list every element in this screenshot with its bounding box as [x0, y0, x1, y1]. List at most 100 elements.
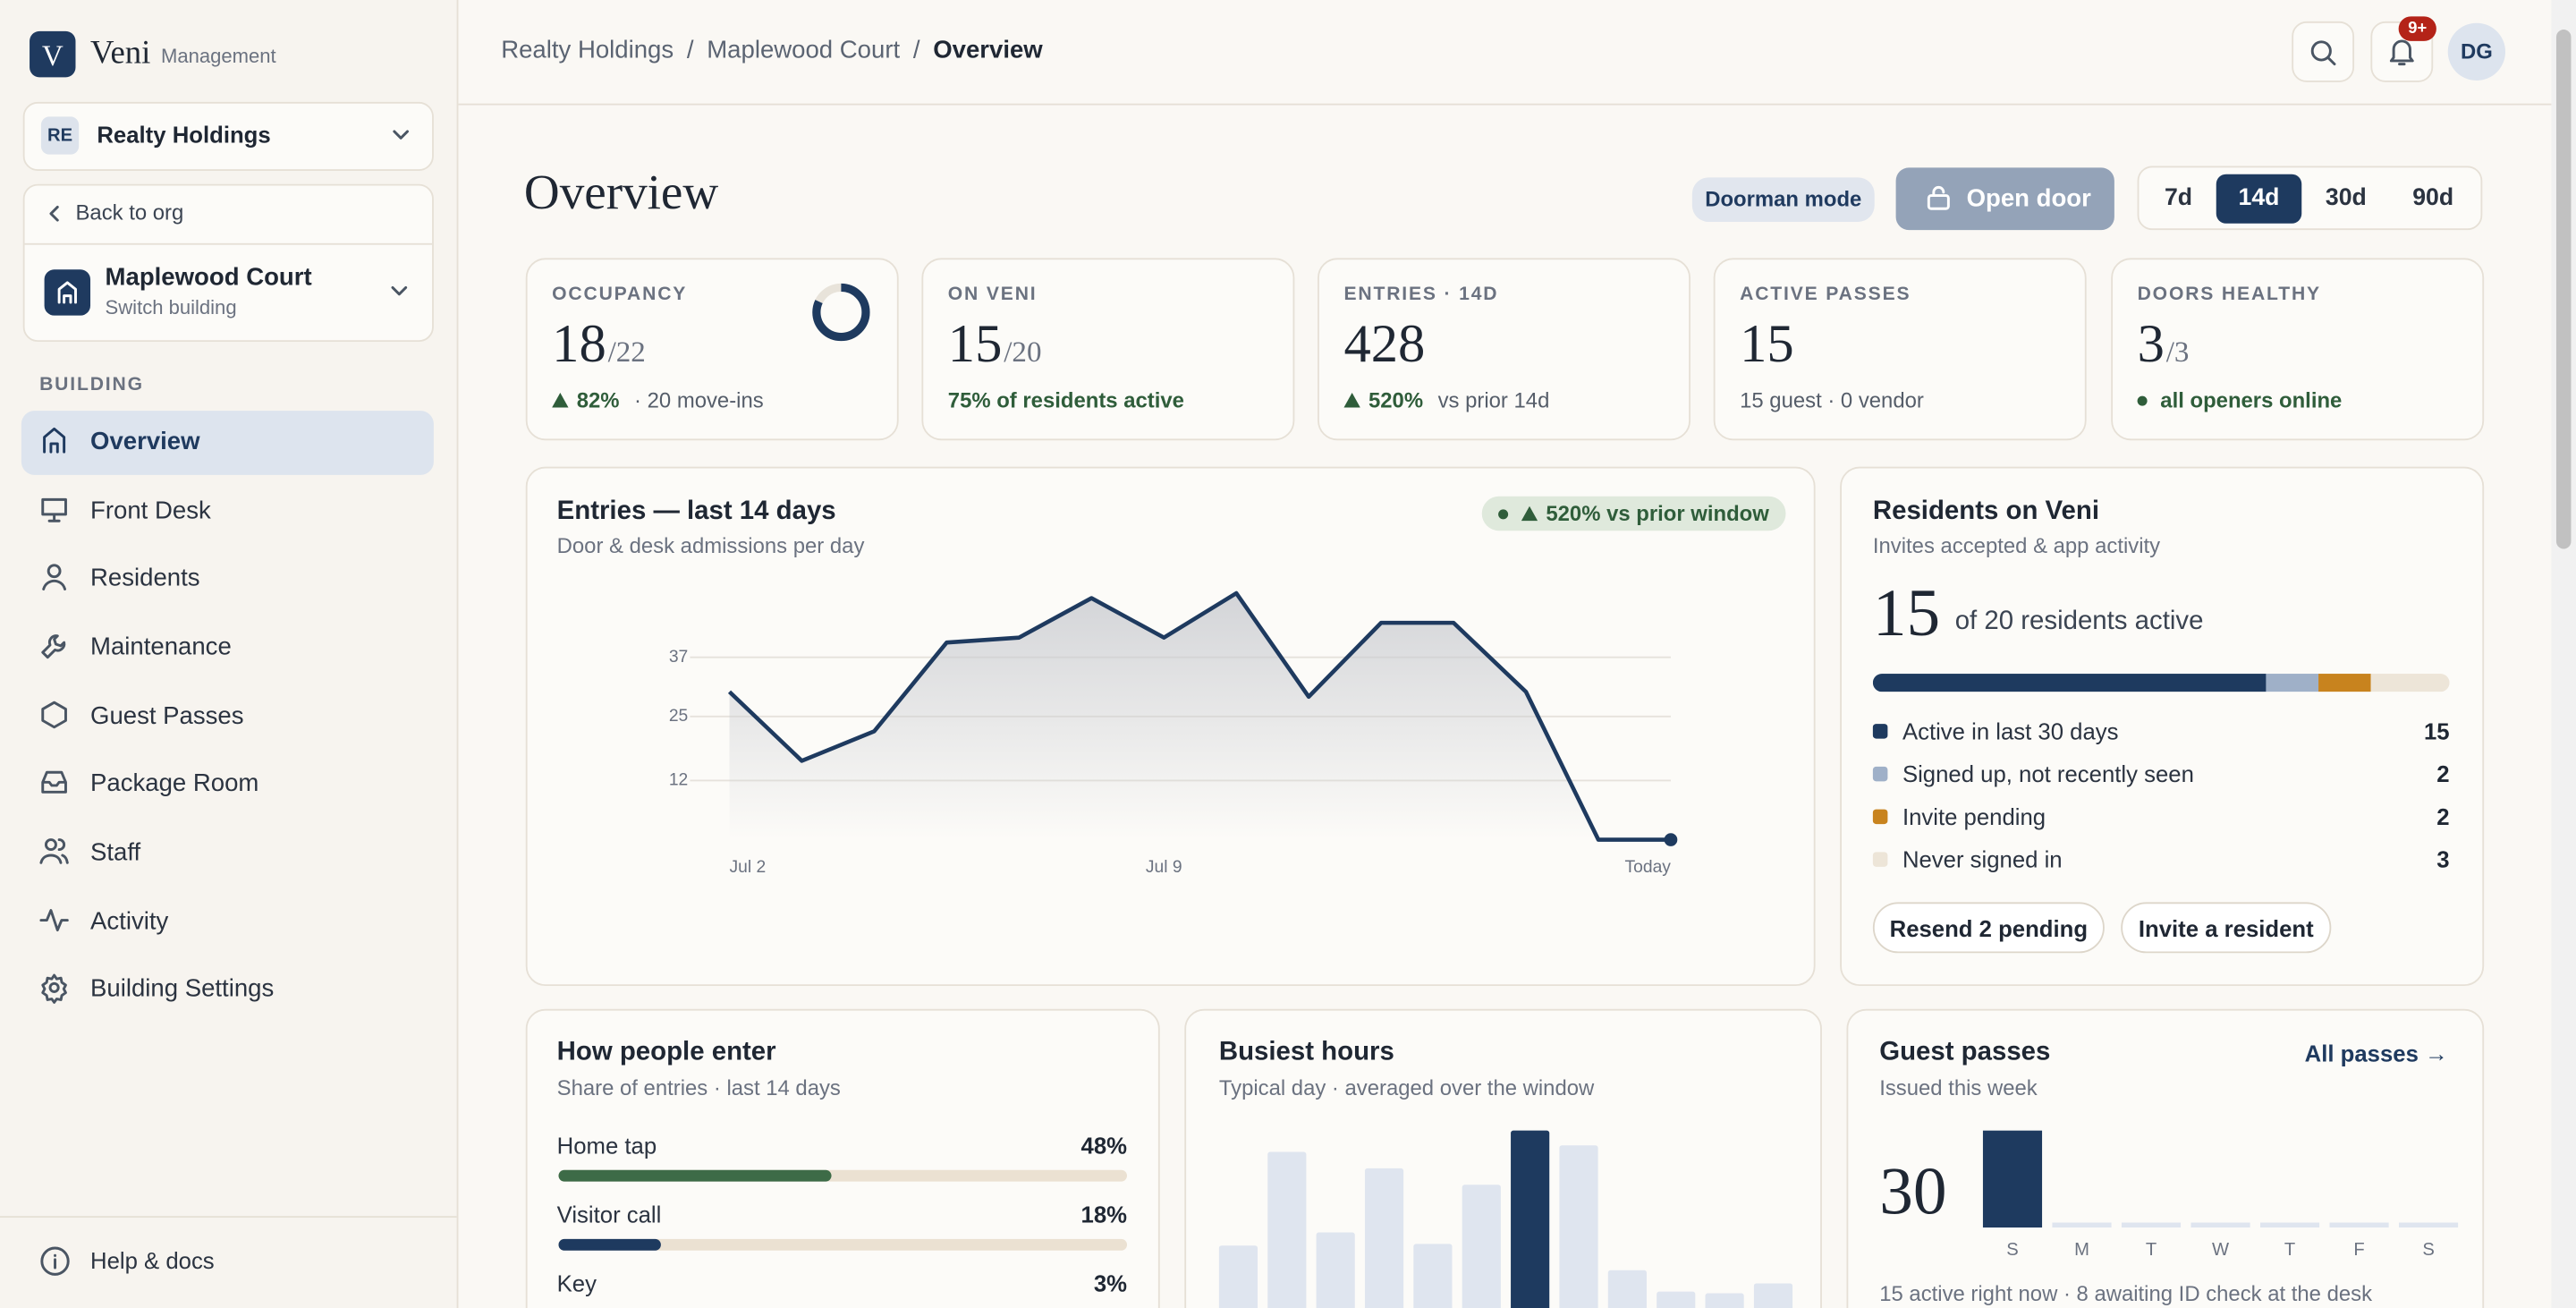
legend-label: Invite pending [1902, 803, 2046, 830]
card-subtitle: Invites accepted & app activity [1872, 533, 2161, 558]
x-tick-label: M [2074, 1240, 2089, 1260]
org-switcher[interactable] [22, 101, 434, 172]
card-title: Residents on Veni [1872, 497, 2100, 526]
divider [0, 1216, 457, 1219]
bar [2190, 1222, 2250, 1228]
help-icon [40, 1246, 70, 1276]
legend-label: Never signed in [1902, 845, 2063, 873]
badge-text: 9+ [2408, 19, 2428, 38]
logo-letter: V [41, 38, 64, 72]
bar [2121, 1222, 2182, 1228]
legend-swatch [1872, 724, 1888, 739]
nav-item[interactable]: Residents [90, 564, 200, 592]
stat-total: /22 [607, 335, 646, 369]
lock-icon [1927, 186, 1950, 210]
stat-note: 520% vs prior 14d [1343, 387, 1549, 412]
doorman-label[interactable]: Doorman mode [1705, 185, 1862, 211]
ring-value [812, 283, 870, 342]
stat-value: 428 [1343, 315, 1426, 375]
nav-item[interactable]: Guest Passes [90, 701, 244, 731]
range-option[interactable]: 7d [2164, 184, 2193, 211]
x-tick-label: S [2006, 1240, 2018, 1260]
org-name[interactable]: Realty Holdings [97, 121, 271, 149]
stat-value: 3 [2137, 315, 2165, 375]
doorman-pill[interactable] [1691, 177, 1875, 222]
up-triangle [1343, 392, 1360, 408]
x-tick-label: Jul 9 [1146, 858, 1182, 877]
crumb[interactable]: Maplewood Court [707, 36, 901, 64]
stat-note: 75% of residents active [948, 387, 1184, 412]
brand-sub: Management [161, 44, 276, 68]
y-tick-label: 37 [669, 648, 688, 667]
org-badge [40, 116, 80, 155]
bar [1413, 1244, 1453, 1308]
open-door-button[interactable] [1895, 167, 2114, 231]
stat-label: DOORS HEALTHY [2137, 285, 2321, 305]
building-sub: Switch building [105, 295, 237, 319]
action-button[interactable]: Invite a resident [2121, 902, 2332, 954]
headline: 15 [1872, 573, 1941, 650]
nav-item[interactable]: Building Settings [90, 974, 275, 1004]
divider [24, 242, 433, 245]
stat-value-row: 18/22 [552, 316, 646, 377]
avatar-initials[interactable]: DG [2460, 38, 2493, 63]
legend-swatch [1872, 766, 1888, 782]
method-value: 48% [1080, 1132, 1127, 1159]
entry-methods-card [525, 1008, 1160, 1308]
stat-label: ACTIVE PASSES [1740, 285, 1911, 305]
back-link[interactable]: Back to org [75, 200, 184, 225]
bar [558, 1238, 661, 1251]
method-label: Visitor call [556, 1201, 662, 1227]
bar [1982, 1130, 2043, 1228]
all-passes-link[interactable]: All passes → [2304, 1040, 2448, 1066]
nav-item[interactable]: Activity [90, 907, 169, 936]
open-door-label[interactable]: Open door [1966, 184, 2091, 213]
bar [1267, 1151, 1307, 1308]
stat-note: 82% · 20 move-ins [552, 387, 764, 412]
stat-note-text: 15 guest · 0 vendor [1740, 387, 1924, 413]
guest-passes-card [1846, 1008, 2485, 1308]
x-tick-label: Today [1625, 858, 1672, 877]
scrollbar-thumb[interactable] [2555, 30, 2572, 549]
range-option[interactable]: 90d [2412, 184, 2454, 211]
header [458, 0, 2552, 106]
crumb[interactable]: Realty Holdings [501, 36, 674, 64]
nav-item[interactable]: Overview [90, 428, 200, 456]
avatar[interactable] [2447, 22, 2506, 81]
x-tick-label: S [2422, 1240, 2434, 1260]
y-tick-label: 12 [669, 771, 688, 790]
help-link[interactable]: Help & docs [90, 1246, 215, 1274]
range-option[interactable]: 14d [2238, 184, 2280, 211]
bar [2052, 1222, 2112, 1228]
stat-note-text: vs prior 14d [1437, 387, 1550, 413]
card-title: Guest passes [1879, 1038, 2051, 1066]
legend-value: 3 [2436, 845, 2450, 873]
building-name[interactable]: Maplewood Court [105, 263, 312, 292]
trend-badge: 520% vs prior window [1481, 496, 1786, 531]
card-subtitle: Issued this week [1879, 1075, 2038, 1100]
legend-value: 2 [2436, 760, 2450, 787]
chevron [391, 285, 408, 296]
range-option[interactable]: 30d [2325, 184, 2367, 211]
nav-item[interactable]: Front Desk [90, 497, 211, 525]
x-tick-label: T [2146, 1240, 2157, 1260]
bar [1559, 1145, 1598, 1308]
line [727, 590, 1671, 842]
legend-swatch [1872, 852, 1888, 867]
nav-icon [41, 497, 67, 522]
card-footer: 15 active right now · 8 awaiting ID chec… [1879, 1280, 2373, 1306]
search-button[interactable] [2292, 21, 2355, 82]
stat-value-row: 428 [1343, 316, 1425, 377]
nav-item[interactable]: Package Room [90, 769, 259, 798]
action-button[interactable]: Resend 2 pending [1872, 902, 2105, 954]
x-tick-label: T [2284, 1240, 2295, 1260]
stack-segment [2266, 674, 2319, 692]
bar [1607, 1270, 1647, 1308]
x-tick-label: Jul 2 [730, 858, 767, 877]
nav-item[interactable]: Maintenance [90, 633, 232, 662]
nav-icon [39, 909, 69, 932]
page-title: Overview [523, 166, 719, 220]
stack-segment [1872, 674, 2267, 692]
nav-item[interactable]: Staff [90, 838, 141, 867]
x-tick-label: W [2212, 1240, 2229, 1260]
